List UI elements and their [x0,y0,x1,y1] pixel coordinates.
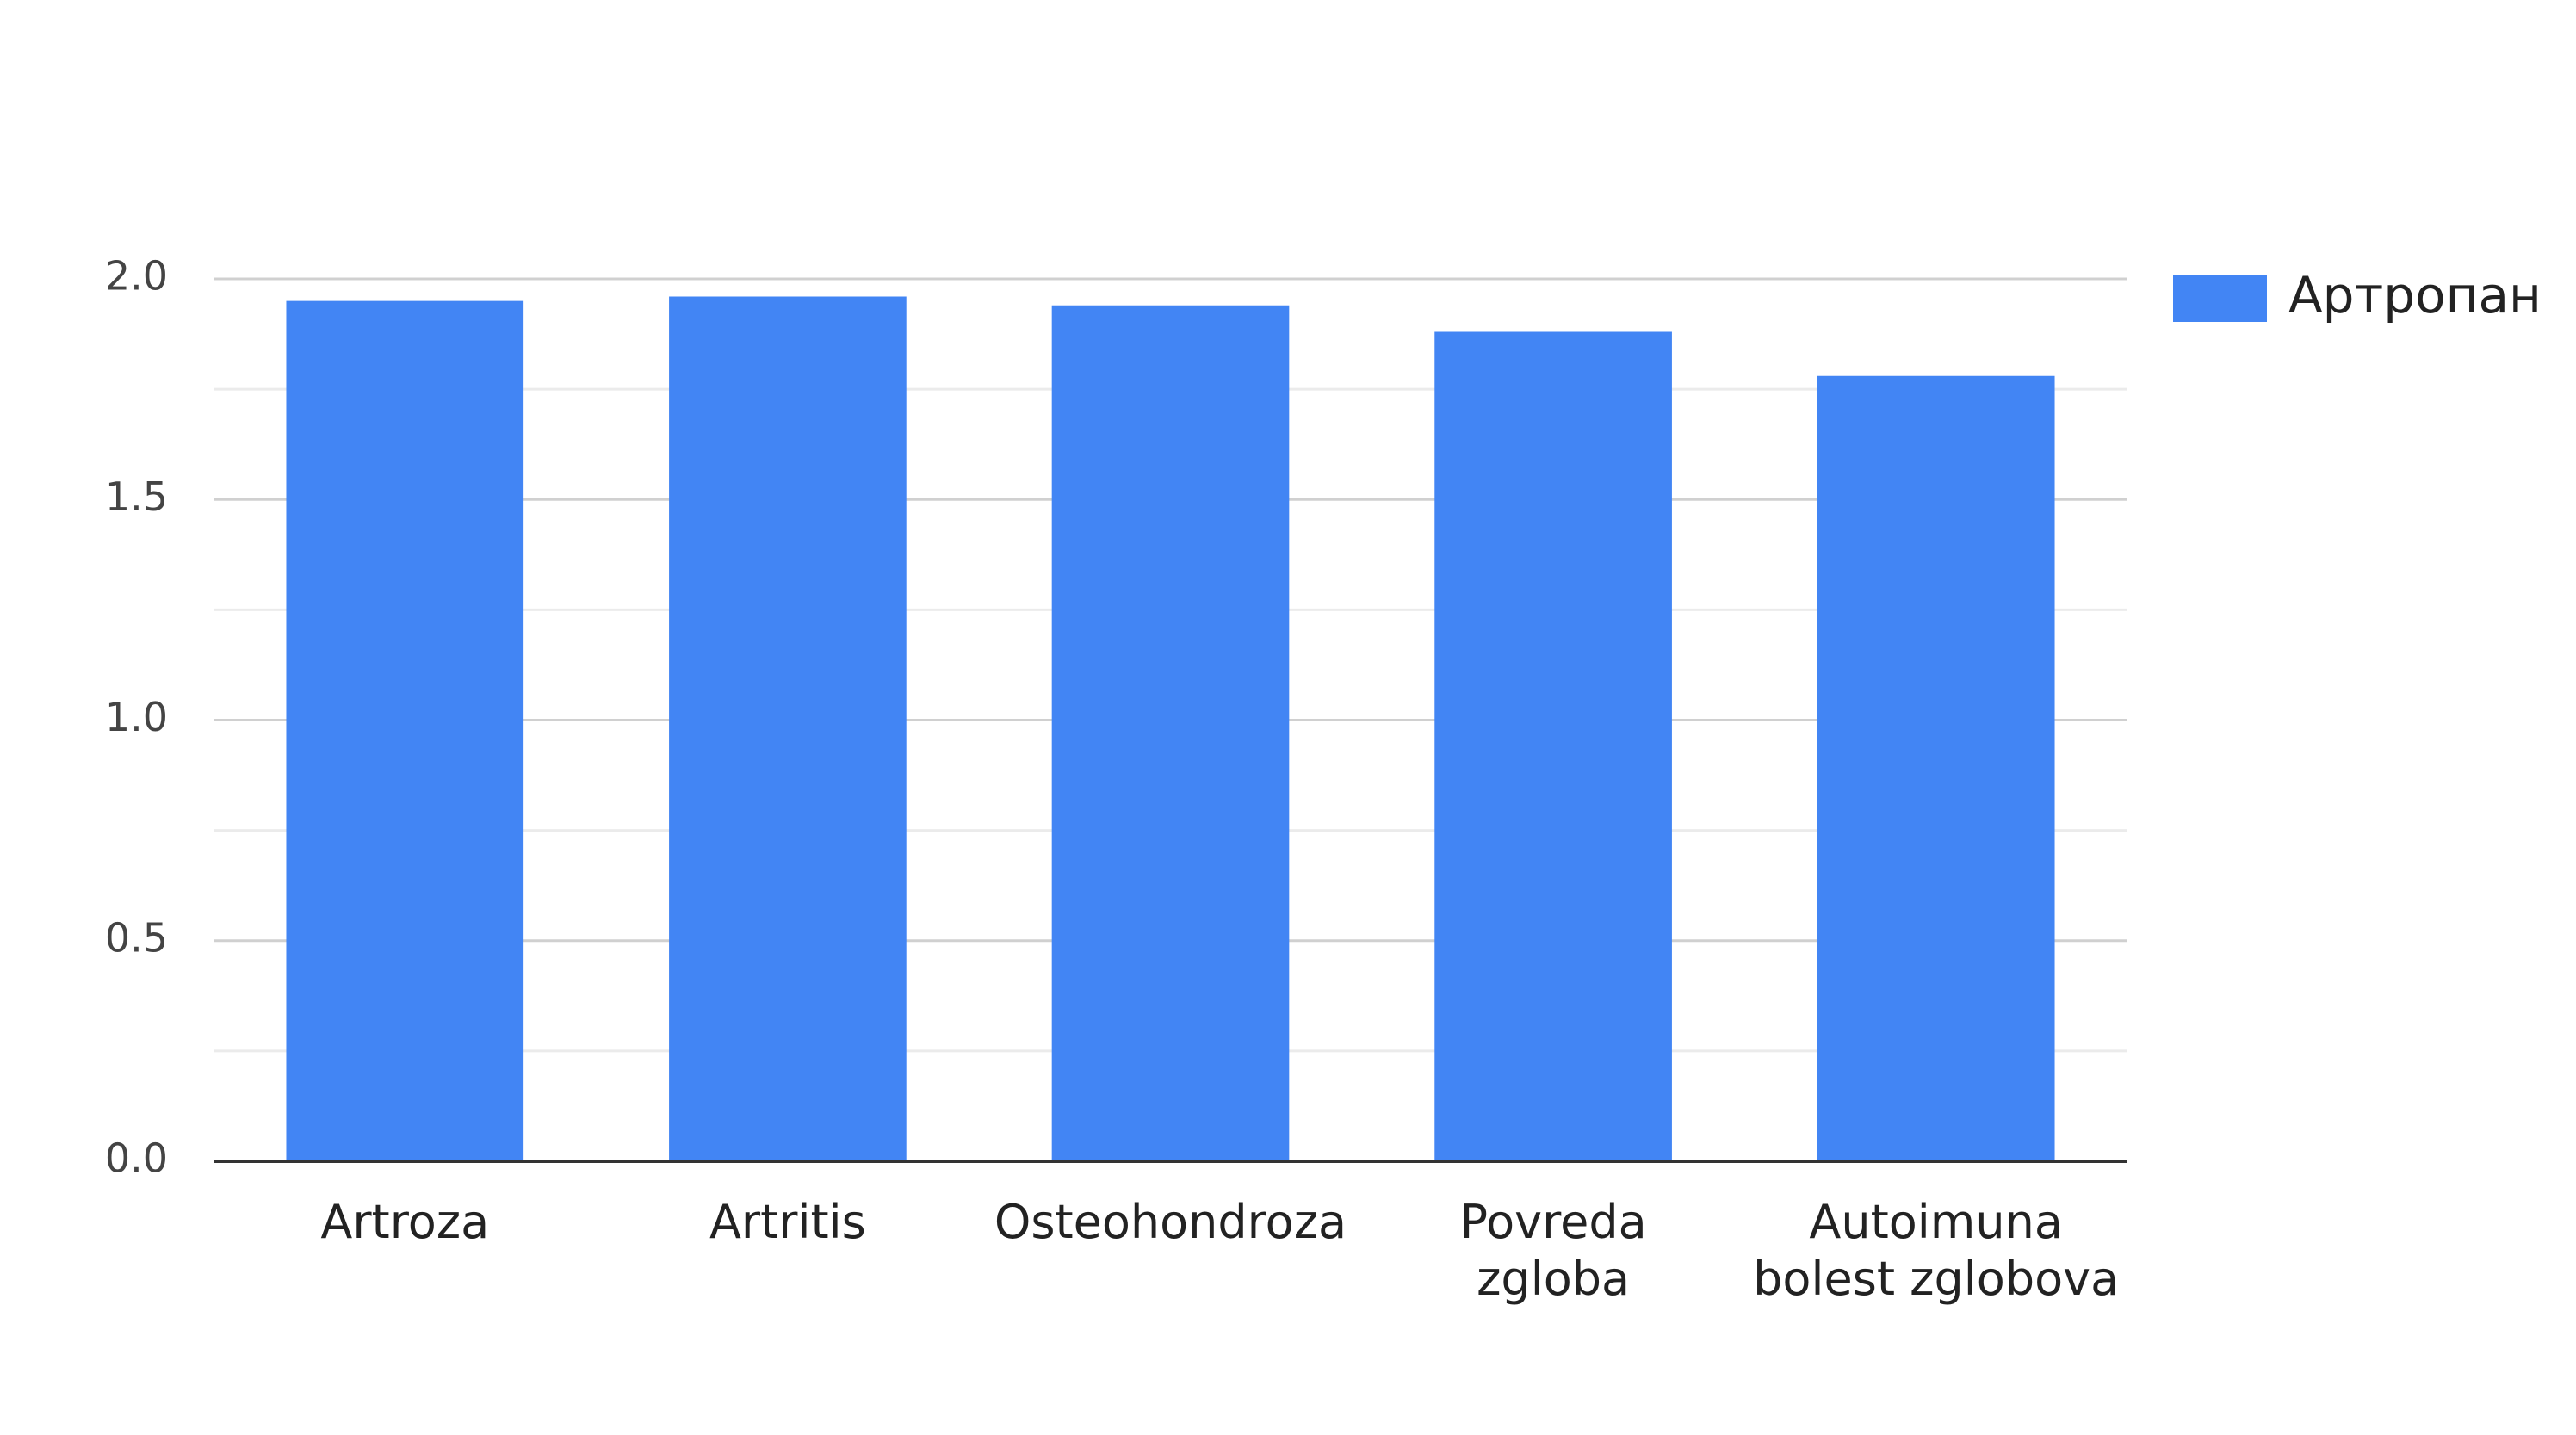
x-tick-label: Autoimuna bolest zglobova [1753,1195,2120,1306]
x-tick-label-box: Osteohondroza [994,1195,1347,1249]
bar [669,296,907,1161]
legend-swatch [2173,275,2267,322]
x-tick-label: Artroza [320,1195,490,1249]
bar [1434,331,1672,1161]
y-tick-label: 1.5 [105,473,168,520]
x-tick-label: Osteohondroza [994,1195,1347,1249]
x-tick-label-box: Artritis [709,1195,866,1249]
y-tick-label: 0.0 [105,1135,168,1182]
bar [1051,305,1290,1161]
legend-label: Артропан [2288,266,2542,325]
x-tick-label-box: Artroza [320,1195,490,1249]
x-tick-label-box: Povreda zgloba [1459,1195,1647,1306]
y-tick-label: 2.0 [105,253,168,300]
y-tick-label: 0.5 [105,914,168,961]
x-tick-label-box: Autoimuna bolest zglobova [1753,1195,2120,1306]
y-tick-label: 1.0 [105,694,168,740]
x-tick-label: Artritis [709,1195,866,1249]
bar [286,300,524,1161]
bar [1817,375,2055,1161]
x-tick-label: Povreda zgloba [1459,1195,1647,1306]
